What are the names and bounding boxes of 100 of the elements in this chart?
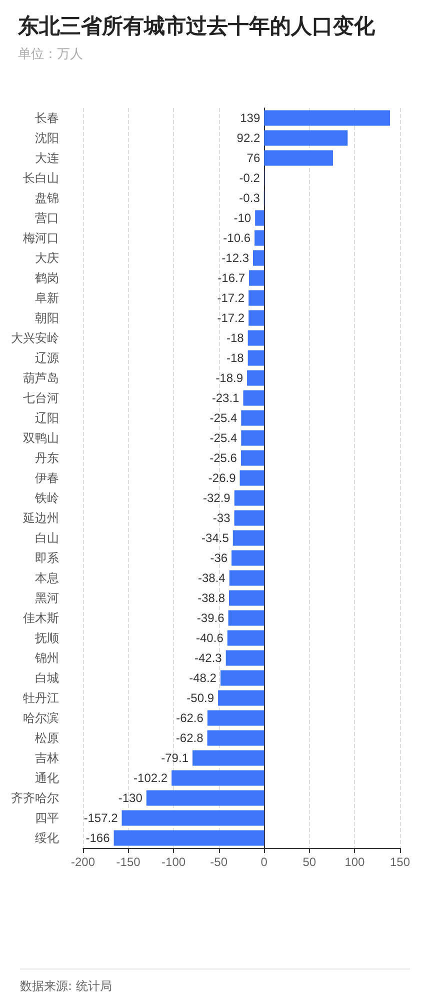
y-tick-label: 牡丹江 (23, 691, 59, 705)
data-label: 92.2 (236, 131, 260, 145)
y-tick-label: 吉林 (35, 751, 59, 765)
y-tick-label: 阜新 (35, 291, 59, 305)
y-tick-label: 朝阳 (35, 311, 59, 325)
data-label: -12.3 (222, 251, 250, 265)
chart-subtitle: 单位：万人 (18, 46, 83, 63)
y-tick-label: 佳木斯 (23, 611, 59, 625)
data-label: 139 (240, 111, 260, 125)
bar (241, 430, 264, 446)
bar (207, 710, 264, 726)
bar (234, 510, 264, 526)
y-tick-label: 大庆 (35, 251, 59, 265)
y-tick-label: 锦州 (34, 651, 59, 665)
y-tick-label: 营口 (35, 211, 59, 225)
data-label: -50.9 (186, 691, 214, 705)
bar (249, 270, 264, 286)
y-tick-label: 长白山 (23, 171, 59, 185)
y-tick-label: 双鸭山 (23, 431, 59, 445)
x-tick-label: 0 (260, 855, 268, 869)
bar (243, 390, 264, 406)
y-tick-label: 铁岭 (34, 491, 59, 505)
bar (264, 130, 348, 146)
y-tick-label: 本息 (35, 571, 59, 585)
bar (234, 490, 264, 506)
data-label: -25.6 (210, 451, 238, 465)
y-tick-label: 大兴安岭 (11, 331, 59, 345)
bar (254, 230, 264, 246)
bar (172, 770, 264, 786)
bar (248, 310, 264, 326)
x-tick-label: -200 (70, 855, 96, 869)
data-label: -26.9 (208, 471, 236, 485)
bar (255, 210, 264, 226)
y-tick-label: 抚顺 (34, 631, 59, 645)
bar (247, 370, 264, 386)
data-label: -25.4 (210, 431, 238, 445)
bar (227, 630, 264, 646)
bar (220, 670, 264, 686)
y-tick-label: 大连 (35, 151, 59, 165)
data-label: -130 (118, 791, 143, 805)
bar (229, 570, 264, 586)
data-label: -34.5 (202, 531, 230, 545)
data-label: -32.9 (202, 491, 231, 505)
x-tick-label: -100 (162, 855, 186, 869)
y-tick-label: 四平 (35, 811, 59, 825)
y-tick-label: 鹤岗 (35, 271, 59, 285)
data-label: -38.8 (198, 591, 226, 605)
y-tick-label: 通化 (35, 771, 59, 785)
bar (228, 610, 264, 626)
bar (146, 790, 264, 806)
data-label: -62.8 (176, 731, 204, 745)
bar (232, 530, 264, 546)
y-tick-label: 黑河 (35, 591, 59, 605)
y-tick-label: 延边州 (22, 511, 59, 525)
y-tick-label: 即系 (35, 551, 59, 565)
y-tick-label: 沈阳 (35, 131, 59, 145)
data-label: -79.1 (161, 751, 189, 765)
data-label: -10 (234, 211, 252, 225)
data-label: -18.9 (216, 371, 244, 385)
data-label: -157.2 (84, 811, 118, 825)
y-tick-label: 白城 (35, 671, 59, 685)
bar (240, 470, 264, 486)
bar (248, 350, 264, 366)
y-tick-label: 齐齐哈尔 (11, 791, 59, 805)
data-label: -18 (226, 331, 244, 345)
data-label: -39.6 (196, 611, 225, 625)
data-label: -166 (86, 831, 110, 845)
data-label: -16.7 (218, 271, 246, 285)
y-tick-label: 梅河口 (22, 231, 59, 245)
y-tick-label: 白山 (35, 531, 59, 545)
bar (248, 290, 264, 306)
data-label: -40.6 (196, 631, 224, 645)
y-tick-label: 伊春 (35, 471, 59, 485)
y-tick-label: 哈尔滨 (23, 711, 59, 725)
source-note: 数据来源: 统计局 (20, 978, 113, 995)
data-label: -10.6 (223, 231, 251, 245)
y-tick-label: 松原 (35, 731, 59, 745)
x-tick-label: 100 (344, 855, 366, 869)
x-tick-label: -50 (210, 855, 228, 869)
bar (232, 550, 264, 566)
data-label: -23.1 (212, 391, 240, 405)
y-tick-label: 长春 (35, 111, 59, 125)
chart-title: 东北三省所有城市过去十年的人口变化 (18, 13, 375, 40)
data-label: -33 (212, 511, 231, 525)
y-tick-label: 绥化 (35, 831, 59, 845)
bar (264, 110, 390, 126)
data-label: 76 (246, 151, 260, 165)
data-label: -17.2 (217, 291, 245, 305)
bar (122, 810, 264, 826)
bar (229, 590, 264, 606)
y-tick-label: 辽源 (35, 351, 59, 365)
data-label: -42.3 (194, 651, 222, 665)
bar (218, 690, 264, 706)
bar (226, 650, 264, 666)
data-label: -0.2 (239, 171, 260, 185)
data-label: -18 (226, 351, 244, 365)
x-tick-label: 50 (302, 855, 316, 869)
y-tick-label: 七台河 (23, 391, 59, 405)
data-label: -102.2 (134, 771, 168, 785)
data-label: -0.3 (239, 191, 260, 205)
